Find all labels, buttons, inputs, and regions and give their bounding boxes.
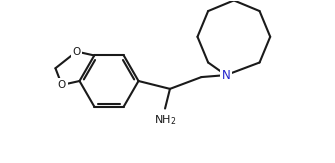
Text: NH$_2$: NH$_2$ bbox=[154, 113, 176, 127]
Text: O: O bbox=[72, 47, 81, 57]
Text: O: O bbox=[58, 80, 66, 90]
Text: N: N bbox=[222, 69, 230, 82]
